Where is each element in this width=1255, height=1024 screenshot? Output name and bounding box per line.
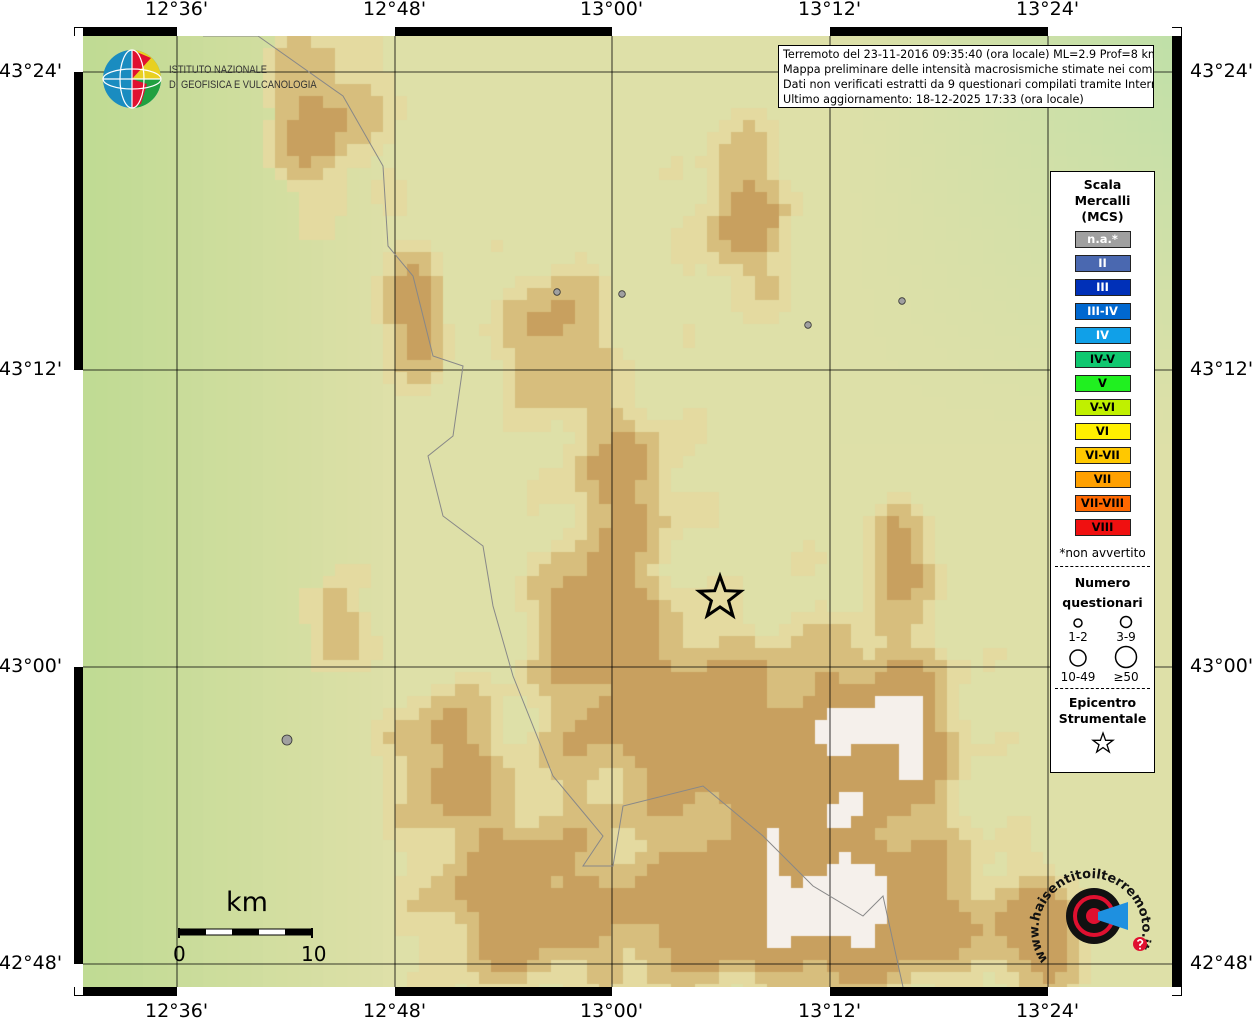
ingv-logo-line1: ISTITUTO NAZIONALE (169, 64, 268, 76)
legend-divider (1055, 566, 1150, 567)
legend-class-swatch: VII (1074, 471, 1131, 488)
legend-class-swatch: IV-V (1074, 351, 1131, 368)
count-title: questionari (1062, 595, 1143, 610)
legend-class-swatch: VII-VIII (1074, 495, 1131, 512)
questionnaire-marker[interactable] (898, 297, 906, 305)
longitude-tick-top: 13°12' (798, 0, 862, 20)
legend: Scala Mercalli (MCS) n.a.* II III III-IV IV I… (1050, 171, 1155, 773)
legend-class-swatch: III-IV (1074, 303, 1131, 320)
legend-class-swatch: V (1074, 375, 1131, 392)
event-info-box: Terremoto del 23-11-2016 09:35:40 (ora l… (778, 45, 1154, 108)
latitude-tick-right: 43°12' (1190, 358, 1254, 380)
scale-max: 10 (301, 942, 327, 966)
haisentito-logo: www.haisentitoilterremoto.it (1028, 867, 1154, 966)
longitude-tick-top: 13°24' (1016, 0, 1080, 20)
longitude-tick-bottom: 13°24' (1016, 1000, 1080, 1022)
count-label: 1-2 (1068, 630, 1088, 644)
legend-title: (MCS) (1081, 209, 1124, 224)
count-label: ≥50 (1113, 670, 1138, 684)
count-symbols: 1-2 3-9 10-49 ≥50 (1061, 615, 1139, 684)
questionnaire-marker[interactable] (618, 290, 626, 298)
questionnaire-marker[interactable] (804, 321, 812, 329)
latitude-tick-left: 42°48' (0, 952, 63, 974)
ingv-logo-line2: DI GEOFISICA E VULCANOLOGIA (169, 79, 317, 91)
count-label: 3-9 (1116, 630, 1136, 644)
epicenter-title: Strumentale (1058, 711, 1147, 726)
legend-class-swatch: VIII (1074, 519, 1131, 536)
scale-bar: km 0 10 (170, 885, 330, 966)
legend-class-swatch: II (1074, 255, 1131, 272)
latitude-tick-left: 43°24' (0, 60, 63, 82)
scale-unit: km (226, 887, 268, 918)
info-line: Terremoto del 23-11-2016 09:35:40 (ora l… (783, 48, 1154, 61)
legend-class-swatch: IV (1074, 327, 1131, 344)
scale-min: 0 (173, 942, 186, 966)
longitude-tick-bottom: 13°00' (580, 1000, 644, 1022)
legend-class-swatch: VI (1074, 423, 1131, 440)
legend-class-swatch: III (1074, 279, 1131, 296)
info-line: Mappa preliminare delle intensità macros… (783, 63, 1154, 76)
legend-title: Mercalli (1074, 193, 1131, 208)
legend-divider (1055, 688, 1150, 689)
longitude-tick-bottom: 12°48' (363, 1000, 427, 1022)
longitude-tick-bottom: 13°12' (798, 1000, 862, 1022)
epicenter-title: Epicentro (1068, 695, 1137, 710)
count-title: Numero (1074, 575, 1131, 590)
latitude-tick-right: 43°00' (1190, 655, 1254, 677)
longitude-tick-top: 13°00' (580, 0, 644, 20)
latitude-tick-right: 42°48' (1190, 952, 1254, 974)
info-line: Dati non verificati estratti da 9 questi… (783, 78, 1154, 91)
count-label: 10-49 (1061, 670, 1096, 684)
epicenter-star-icon[interactable] (694, 571, 746, 620)
longitude-tick-top: 12°36' (145, 0, 209, 20)
latitude-tick-left: 43°00' (0, 655, 63, 677)
legend-title: Scala (1083, 177, 1122, 192)
ingv-globe-icon (102, 49, 162, 109)
scale-bar-graphic (178, 928, 313, 938)
star-icon (1090, 731, 1115, 754)
regional-boundary (203, 36, 904, 987)
legend-class-swatch: VI-VII (1074, 447, 1131, 464)
longitude-tick-top: 12°48' (363, 0, 427, 20)
questionnaire-marker[interactable] (281, 734, 293, 746)
legend-note: *non avvertito (1059, 546, 1146, 560)
questionnaire-marker[interactable] (553, 288, 561, 296)
legend-class-swatch: V-VI (1074, 399, 1131, 416)
terrain-map[interactable] (83, 36, 1172, 987)
longitude-tick-bottom: 12°36' (145, 1000, 209, 1022)
ingv-logo: ISTITUTO NAZIONALE DI GEOFISICA E VULCAN… (101, 48, 317, 114)
map-border-ticks (74, 27, 1181, 996)
info-line: Ultimo aggiornamento: 18-12-2025 17:33 (… (783, 93, 1084, 106)
latitude-tick-right: 43°24' (1190, 60, 1254, 82)
map-overlay (83, 36, 1172, 987)
legend-class-swatch: n.a.* (1074, 231, 1131, 248)
latitude-tick-left: 43°12' (0, 358, 63, 380)
